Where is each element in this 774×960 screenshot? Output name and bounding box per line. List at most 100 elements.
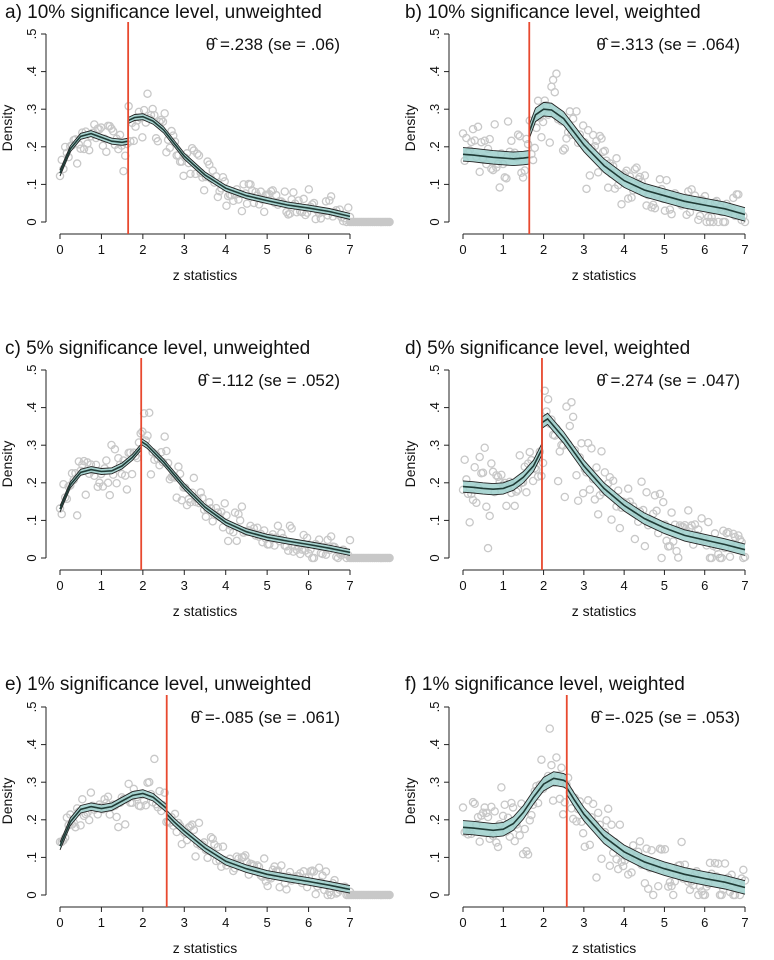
scatter-point <box>309 553 319 563</box>
confidence-band <box>463 413 745 556</box>
scatter-point <box>597 854 606 864</box>
scatter-point <box>223 536 233 546</box>
y-tick-label: .5 <box>24 702 39 713</box>
scatter-point <box>523 139 533 149</box>
x-tick-label: 0 <box>56 915 63 930</box>
scatter-point <box>635 172 645 182</box>
scatter-point <box>705 858 715 868</box>
scatter-point <box>592 873 601 882</box>
scatter-point <box>720 859 730 868</box>
scatter-point <box>704 517 713 527</box>
y-tick-label: 0 <box>24 554 39 561</box>
scatter-point <box>205 498 214 507</box>
scatter-point <box>662 176 671 185</box>
x-tick-label: 4 <box>222 915 229 930</box>
x-axis-label: z statistics <box>572 603 637 619</box>
scatter-point <box>146 470 156 479</box>
scatter-point <box>587 444 596 453</box>
y-tick-label: .4 <box>427 402 442 413</box>
scatter-point <box>475 167 484 177</box>
scatter-point <box>143 431 152 440</box>
scatter-point <box>565 421 575 431</box>
panel-c: c) 5% significance level, unweighted θ̂ =… <box>0 338 394 619</box>
scatter-point <box>102 147 111 157</box>
scatter-point <box>694 215 703 225</box>
x-tick-label: 0 <box>56 242 63 257</box>
scatter-point <box>475 837 484 846</box>
scatter-point <box>668 890 678 900</box>
ci-upper-line <box>59 437 351 550</box>
scatter-point <box>177 839 187 849</box>
scatter-point <box>199 186 209 195</box>
scatter-point <box>537 132 546 142</box>
scatter-point <box>105 490 115 500</box>
scatter-point <box>480 443 489 452</box>
x-tick-label: 3 <box>181 242 188 257</box>
scatter-point <box>483 543 493 553</box>
scatter-point <box>597 447 606 456</box>
scatter-point <box>510 501 519 511</box>
scatter-point <box>734 531 743 540</box>
scatter-point <box>143 89 152 98</box>
y-tick-label: .3 <box>24 440 39 451</box>
y-tick-label: .4 <box>427 739 442 750</box>
scatter-point <box>558 146 568 155</box>
scatter-point <box>674 553 683 562</box>
y-tick-label: .5 <box>427 702 442 713</box>
scatter-point <box>508 803 518 812</box>
scatter-points <box>55 408 394 563</box>
scatter-point <box>108 127 118 136</box>
scatter-point <box>572 471 581 480</box>
scatter-point <box>655 175 665 184</box>
scatter-point <box>497 470 506 480</box>
scatter-point <box>246 180 255 189</box>
theta-annotation: θ̂ =.274 (se = .047) <box>596 371 740 390</box>
scatter-point <box>677 837 686 847</box>
y-tick-label: .4 <box>24 66 39 77</box>
scatter-point <box>222 511 231 520</box>
scatter-point <box>119 166 128 176</box>
scatter-point <box>552 753 561 762</box>
scatter-point <box>160 109 169 118</box>
scatter-point <box>492 838 501 847</box>
scatter-point <box>498 811 508 821</box>
scatter-point <box>193 149 202 158</box>
x-tick-label: 6 <box>305 915 312 930</box>
scatter-point <box>578 828 588 838</box>
y-tick-label: .1 <box>427 852 442 863</box>
x-tick-label: 6 <box>305 578 312 593</box>
scatter-point <box>585 485 595 494</box>
scatter-point <box>628 841 638 850</box>
scatter-point <box>110 445 120 454</box>
scatter-point <box>515 451 524 460</box>
x-tick-label: 6 <box>701 915 708 930</box>
scatter-point <box>560 492 570 502</box>
x-tick-label: 2 <box>540 915 547 930</box>
scatter-point <box>460 455 469 465</box>
y-tick-label: 0 <box>24 218 39 225</box>
scatter-point <box>483 812 493 822</box>
scatter-point <box>201 512 211 522</box>
scatter-point <box>314 863 324 872</box>
scatter-point <box>385 553 394 563</box>
scatter-point <box>647 846 656 855</box>
x-tick-label: 1 <box>500 578 507 593</box>
x-tick-label: 4 <box>621 915 628 930</box>
scatter-point <box>650 491 660 500</box>
scatter-point <box>170 809 180 819</box>
y-tick-label: .3 <box>24 777 39 788</box>
scatter-point <box>105 810 115 819</box>
scatter-point <box>665 877 675 887</box>
scatter-point <box>660 845 670 854</box>
scatter-point <box>523 850 533 859</box>
scatter-point <box>518 173 528 182</box>
scatter-point <box>588 799 598 809</box>
y-tick-label: .1 <box>427 515 442 526</box>
scatter-point <box>572 817 581 826</box>
y-tick-label: .1 <box>427 179 442 190</box>
scatter-point <box>196 488 205 497</box>
scatter-point <box>114 822 123 832</box>
scatter-point <box>550 87 560 97</box>
scatter-point <box>632 163 641 172</box>
scatter-point <box>156 115 166 125</box>
